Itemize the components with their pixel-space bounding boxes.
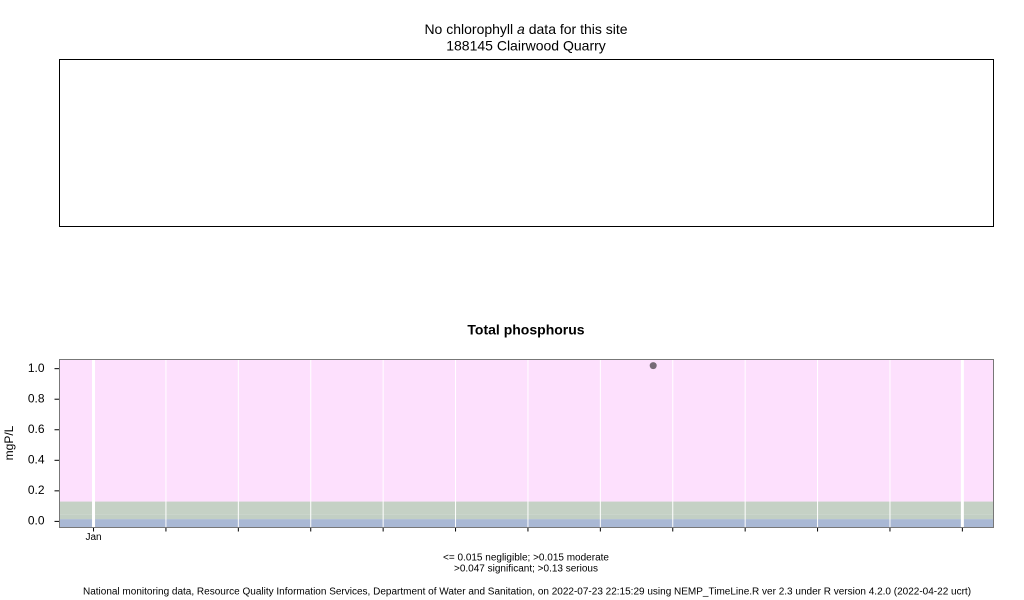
footer: National monitoring data, Resource Quali… bbox=[83, 587, 971, 598]
threshold-band bbox=[59, 501, 994, 515]
top-title-part: a bbox=[517, 21, 525, 37]
data-point bbox=[649, 362, 657, 370]
y-axis-label: mgP/L bbox=[2, 425, 16, 460]
empty-panel bbox=[59, 59, 994, 227]
y-tick-label: 0.4 bbox=[28, 452, 45, 466]
chart-title: Total phosphorus bbox=[467, 322, 584, 338]
y-tick-label: 0.8 bbox=[28, 391, 45, 405]
top-title: No chlorophyll a data for this site bbox=[424, 21, 627, 37]
top-title-part: No chlorophyll bbox=[424, 21, 513, 37]
threshold-band bbox=[59, 359, 994, 502]
top-subtitle: 188145 Clairwood Quarry bbox=[446, 38, 606, 54]
legend-line: >0.047 significant; >0.13 serious bbox=[454, 564, 598, 575]
legend-line: <= 0.015 negligible; >0.015 moderate bbox=[443, 553, 609, 564]
y-tick-label: 1.0 bbox=[28, 361, 45, 375]
top-title-part: data for this site bbox=[529, 21, 628, 37]
y-tick-label: 0.6 bbox=[28, 422, 45, 436]
x-tick-label: Jan bbox=[85, 532, 101, 543]
y-tick-label: 0.0 bbox=[28, 514, 45, 528]
threshold-band bbox=[59, 514, 994, 520]
y-tick-label: 0.2 bbox=[28, 483, 45, 497]
plot-frame bbox=[59, 359, 994, 528]
threshold-band bbox=[59, 519, 994, 528]
